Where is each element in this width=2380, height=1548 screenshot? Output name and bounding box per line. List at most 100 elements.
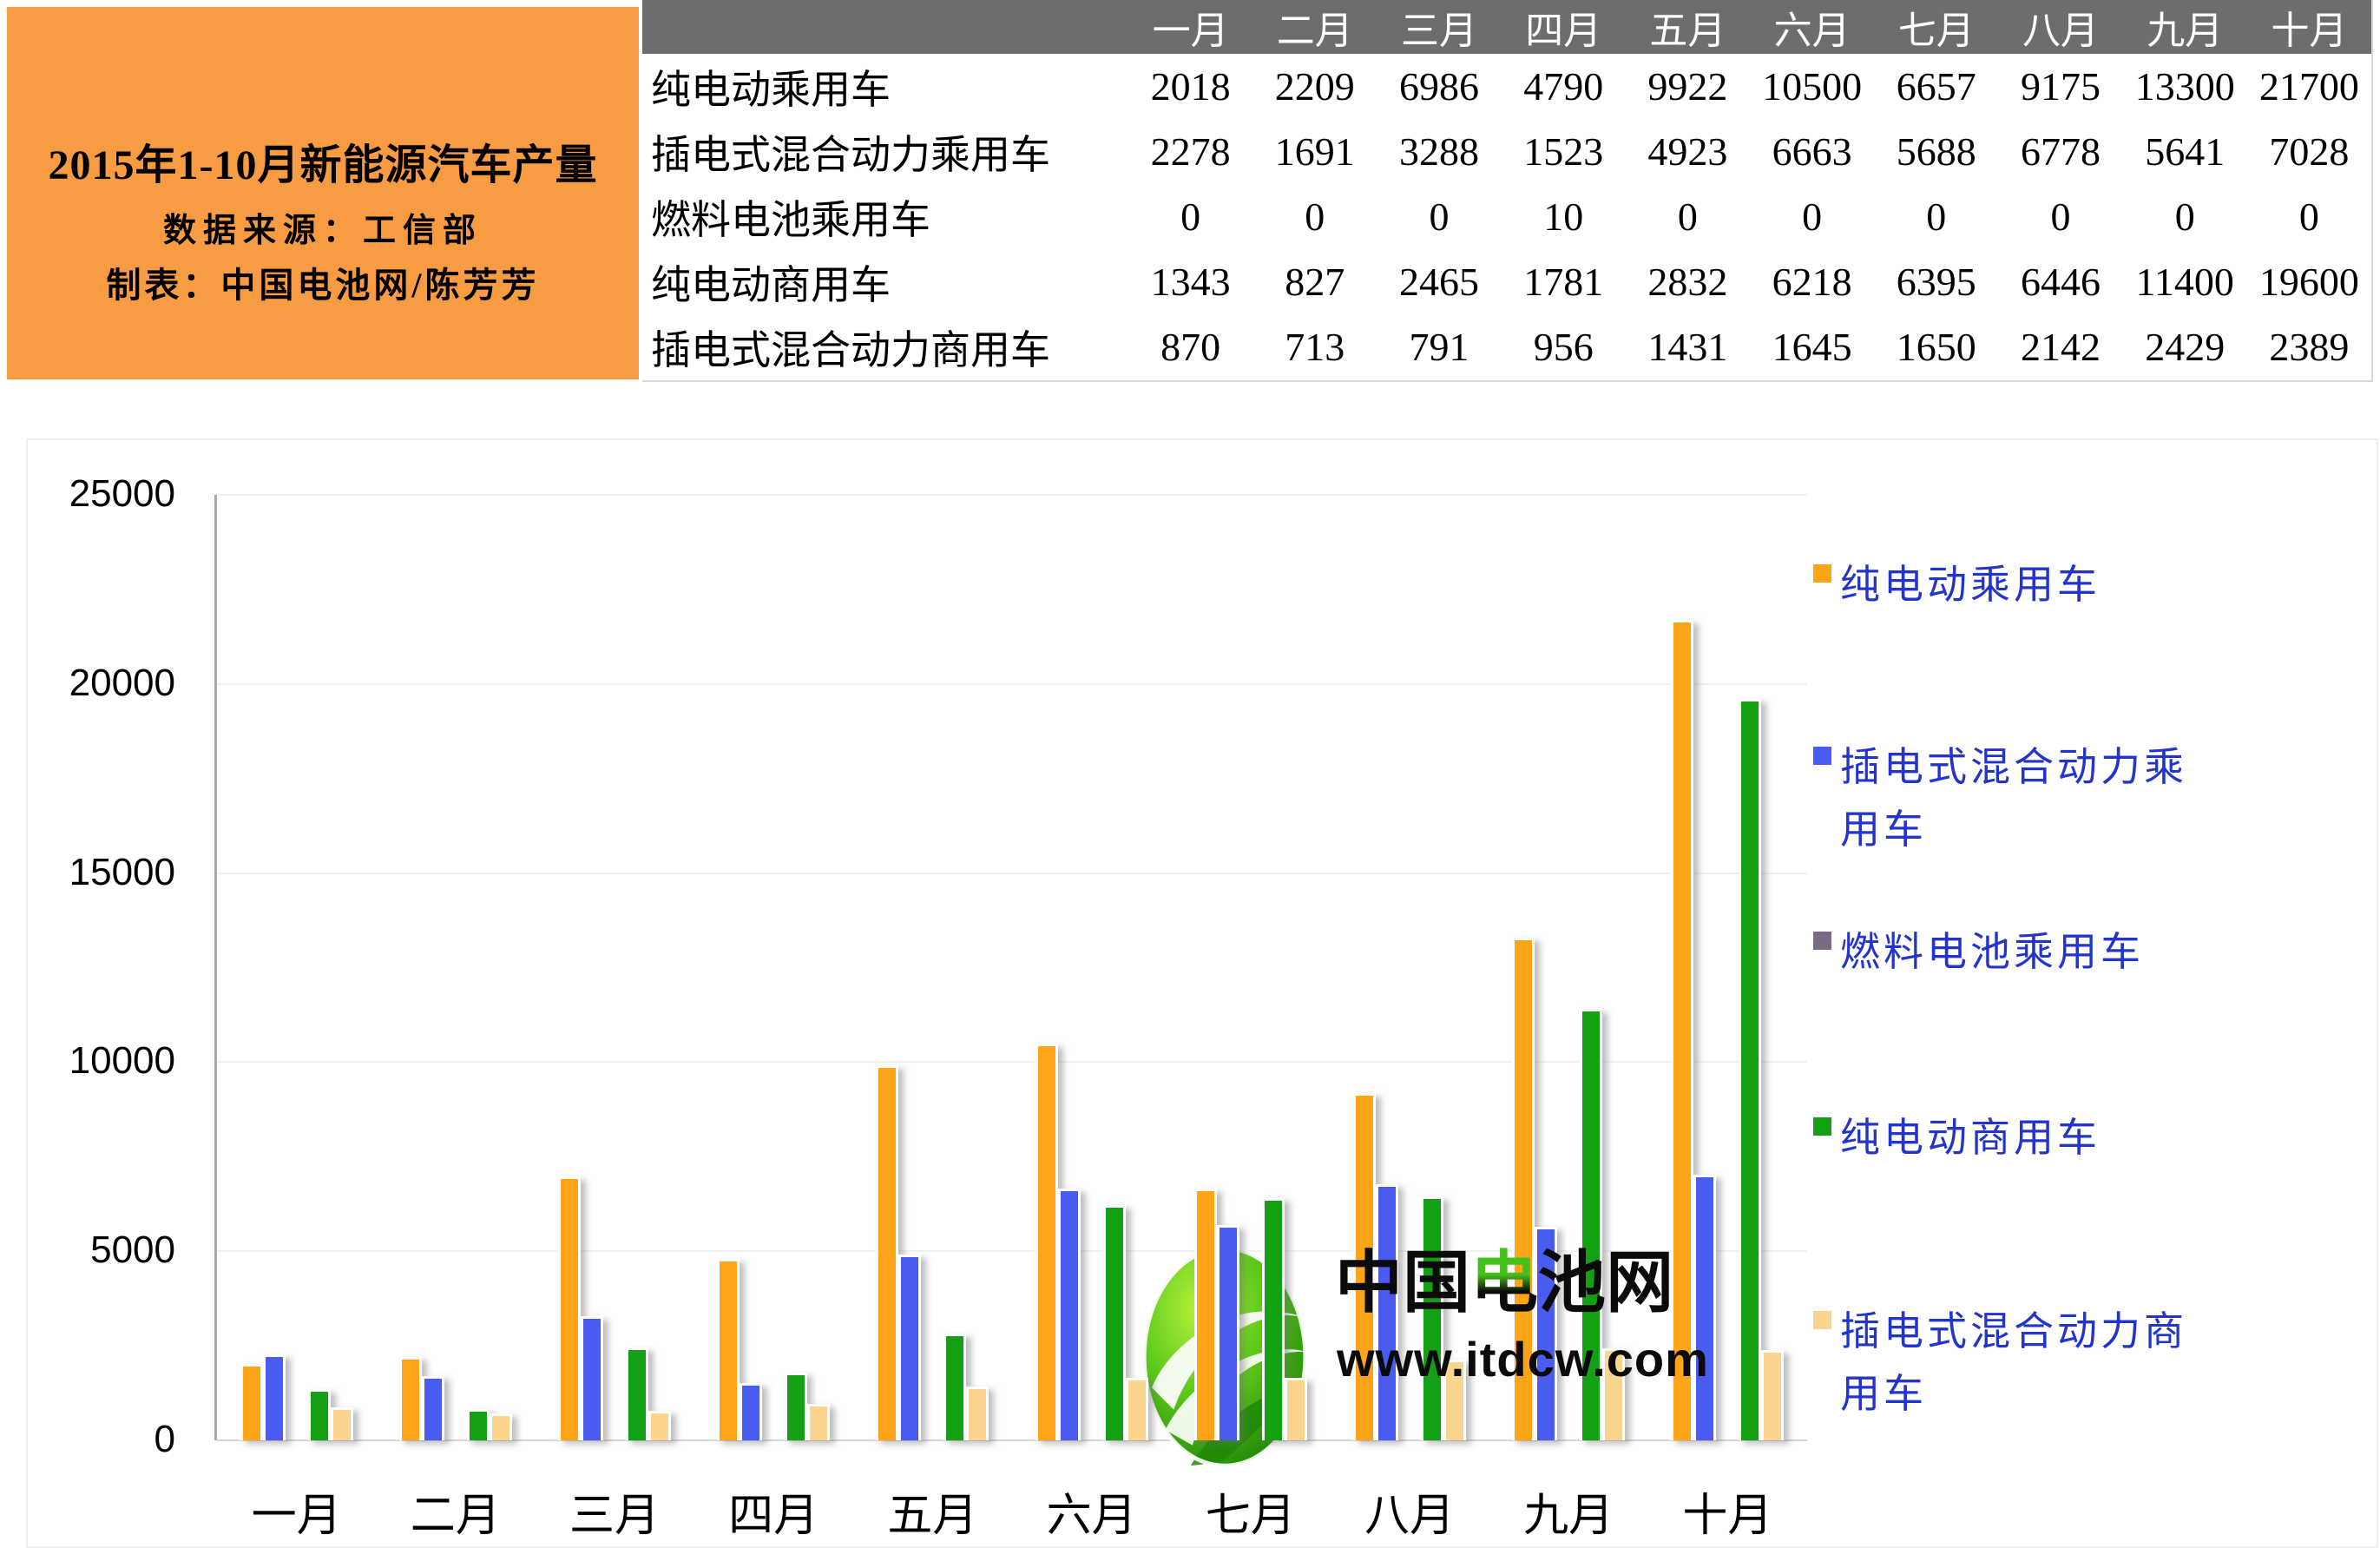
bar [466, 1408, 490, 1440]
y-axis-tick: 0 [154, 1418, 175, 1460]
table-cell: 9922 [1625, 54, 1750, 119]
table-cell: 0 [1625, 184, 1750, 249]
table-cell: 6778 [1998, 119, 2123, 184]
bar [717, 1259, 740, 1440]
table-header-cell: 一月 [1128, 0, 1253, 54]
x-axis-label: 十月 [1682, 1492, 1773, 1541]
table-cell: 10500 [1749, 54, 1875, 119]
gridline [217, 682, 1807, 685]
table-header-cell: 九月 [2122, 0, 2247, 54]
table-cell: 827 [1252, 249, 1377, 314]
bar [558, 1176, 581, 1440]
bar [1739, 699, 1762, 1440]
bar [1535, 1227, 1558, 1440]
y-axis-tick: 15000 [69, 850, 175, 893]
row-label: 纯电动乘用车 [642, 54, 1128, 119]
table-cell: 11400 [2122, 249, 2247, 314]
table-header-cell: 三月 [1377, 0, 1502, 54]
watermark-char: 国 [1403, 1244, 1471, 1321]
bar [785, 1373, 808, 1440]
bar [1035, 1043, 1058, 1440]
bar [1102, 1205, 1126, 1440]
table-header-cell: 二月 [1252, 0, 1377, 54]
bar [1284, 1378, 1307, 1440]
bar [1443, 1359, 1466, 1440]
table-cell: 0 [1252, 184, 1377, 249]
y-axis-tick: 10000 [69, 1039, 175, 1083]
table-header-cell: 八月 [1998, 0, 2123, 54]
table-cell: 2389 [2246, 314, 2371, 379]
x-axis-label: 七月 [1205, 1492, 1296, 1541]
table-header-cell: 十月 [2246, 0, 2371, 54]
row-label: 插电式混合动力乘用车 [642, 119, 1128, 184]
bar [1125, 1378, 1148, 1440]
legend-marker-icon [1813, 564, 1831, 583]
bar [1671, 619, 1694, 1440]
table-cell: 2018 [1128, 54, 1253, 119]
info-card: 2015年1-10月新能源汽车产量 数据来源：工信部 制表：中国电池网/陈芳芳 [7, 7, 639, 379]
x-axis-line [217, 1439, 1807, 1441]
x-axis-label: 八月 [1364, 1492, 1455, 1541]
author-note: 制表：中国电池网/陈芳芳 [106, 266, 540, 305]
table-cell: 1691 [1252, 119, 1377, 184]
table-cell: 0 [1998, 184, 2123, 249]
table-cell: 1650 [1874, 314, 1999, 379]
table-cell: 4923 [1625, 119, 1750, 184]
x-axis-label: 四月 [728, 1492, 819, 1541]
x-axis-label: 二月 [410, 1492, 501, 1541]
table-cell: 1431 [1625, 314, 1750, 379]
table-cell: 6218 [1749, 249, 1875, 314]
table-cell: 0 [1874, 184, 1999, 249]
y-axis-tick: 20000 [69, 661, 175, 704]
bar [1580, 1009, 1603, 1440]
table-cell: 4790 [1501, 54, 1626, 119]
bar [966, 1386, 989, 1440]
table-cell: 2142 [1998, 314, 2123, 379]
table-cell: 3288 [1377, 119, 1502, 184]
page-title: 2015年1-10月新能源汽车产量 [48, 142, 598, 188]
table-cell: 1523 [1501, 119, 1626, 184]
table-cell: 21700 [2246, 54, 2371, 119]
bar [1353, 1093, 1376, 1440]
x-axis-label: 五月 [887, 1492, 978, 1541]
table-cell: 0 [1128, 184, 1253, 249]
table-cell: 2429 [2122, 314, 2247, 379]
bar [1261, 1198, 1285, 1440]
bar [807, 1404, 831, 1440]
table-cell: 2278 [1128, 119, 1253, 184]
bar [262, 1354, 286, 1440]
legend-label: 插电式混合动力乘用车 [1840, 745, 2187, 852]
table-cell: 6657 [1874, 54, 1999, 119]
table-cell: 1645 [1749, 314, 1875, 379]
table-cell: 0 [2122, 184, 2247, 249]
legend-marker-icon [1813, 1117, 1831, 1136]
table-corner-cell [642, 0, 1128, 54]
bar [1376, 1183, 1398, 1440]
bar [1421, 1196, 1443, 1440]
legend-label: 燃料电池乘用车 [1840, 930, 2144, 974]
bar [1693, 1174, 1717, 1440]
table-cell: 1781 [1501, 249, 1626, 314]
table-header-cell: 七月 [1874, 0, 1999, 54]
table-cell: 6663 [1749, 119, 1875, 184]
table-cell: 6986 [1377, 54, 1502, 119]
watermark-char: 池 [1538, 1244, 1607, 1321]
bar [330, 1407, 353, 1440]
legend-label: 纯电动商用车 [1840, 1116, 2101, 1160]
table-cell: 2832 [1625, 249, 1750, 314]
bar [1057, 1188, 1081, 1440]
data-source-note: 数据来源：工信部 [162, 213, 483, 249]
bar [1216, 1225, 1239, 1440]
gridline [217, 1061, 1807, 1064]
bar [489, 1413, 512, 1440]
legend-marker-icon [1813, 932, 1831, 950]
legend-label: 插电式混合动力商用车 [1840, 1309, 2187, 1416]
bar [740, 1382, 763, 1440]
bar [876, 1064, 899, 1440]
table-cell: 5641 [2122, 119, 2247, 184]
table-cell: 9175 [1998, 54, 2123, 119]
table-cell: 956 [1501, 314, 1626, 379]
bar [648, 1410, 671, 1440]
table-cell: 713 [1252, 314, 1377, 379]
